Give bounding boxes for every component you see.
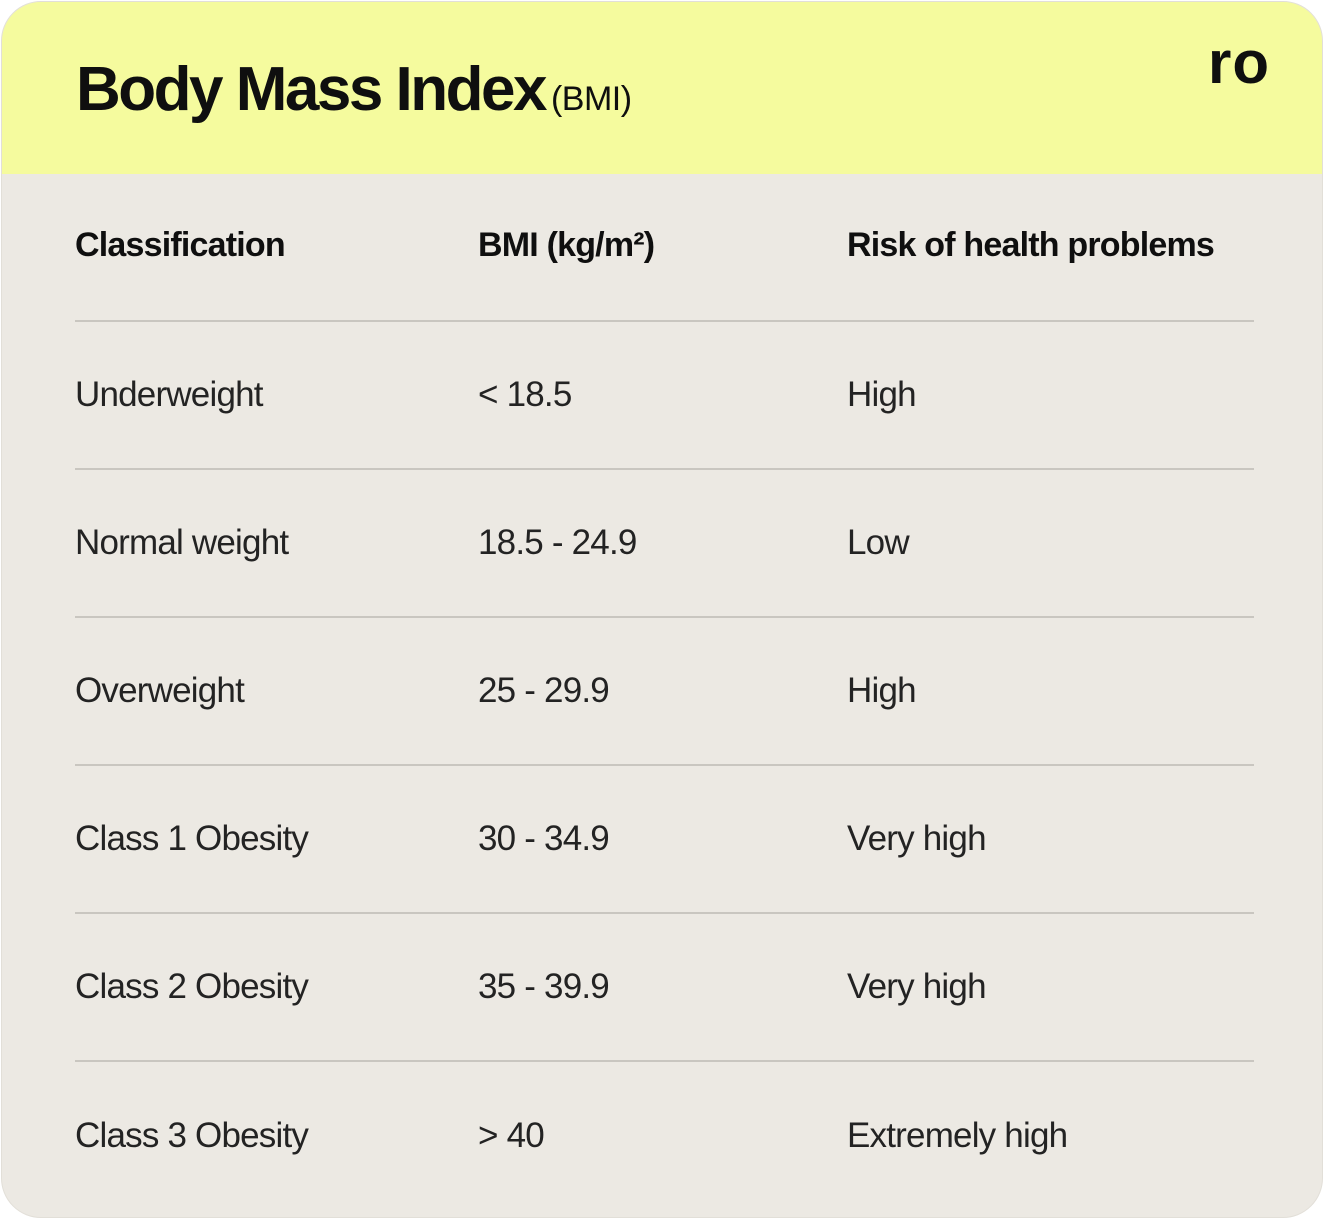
table-row: Normal weight 18.5 - 24.9 Low bbox=[75, 470, 1254, 618]
bmi-cell: 18.5 - 24.9 bbox=[478, 523, 637, 562]
table-row: Class 1 Obesity 30 - 34.9 Very high bbox=[75, 766, 1254, 914]
classification-cell: Overweight bbox=[75, 671, 245, 710]
bmi-cell: 25 - 29.9 bbox=[478, 671, 610, 710]
risk-cell: Low bbox=[847, 523, 910, 562]
risk-cell: High bbox=[847, 375, 917, 414]
bmi-table: Classification BMI (kg/m²) Risk of healt… bbox=[75, 174, 1254, 1210]
risk-cell: Extremely high bbox=[847, 1116, 1068, 1155]
page-title: Body Mass Index (BMI) bbox=[76, 54, 632, 125]
table-row: Underweight < 18.5 High bbox=[75, 322, 1254, 470]
bmi-cell: < 18.5 bbox=[478, 375, 572, 414]
card-header: Body Mass Index (BMI) ro bbox=[2, 2, 1322, 174]
table-header-row: Classification BMI (kg/m²) Risk of healt… bbox=[75, 174, 1254, 322]
classification-cell: Class 1 Obesity bbox=[75, 819, 309, 858]
column-header-classification: Classification bbox=[75, 226, 286, 264]
table-row: Overweight 25 - 29.9 High bbox=[75, 618, 1254, 766]
title-subtitle: (BMI) bbox=[550, 80, 632, 118]
risk-cell: Very high bbox=[847, 819, 987, 858]
bmi-cell: 30 - 34.9 bbox=[478, 819, 610, 858]
risk-cell: Very high bbox=[847, 967, 987, 1006]
classification-cell: Class 3 Obesity bbox=[75, 1116, 309, 1155]
classification-cell: Normal weight bbox=[75, 523, 289, 562]
table-row: Class 3 Obesity > 40 Extremely high bbox=[75, 1062, 1254, 1210]
classification-cell: Underweight bbox=[75, 375, 264, 414]
bmi-cell: 35 - 39.9 bbox=[478, 967, 610, 1006]
column-header-bmi: BMI (kg/m²) bbox=[478, 226, 655, 264]
bmi-cell: > 40 bbox=[478, 1116, 545, 1155]
table-row: Class 2 Obesity 35 - 39.9 Very high bbox=[75, 914, 1254, 1062]
classification-cell: Class 2 Obesity bbox=[75, 967, 309, 1006]
column-header-risk: Risk of health problems bbox=[847, 226, 1215, 264]
risk-cell: High bbox=[847, 671, 917, 710]
title-main: Body Mass Index bbox=[76, 55, 547, 124]
ro-logo: ro bbox=[1208, 29, 1270, 96]
